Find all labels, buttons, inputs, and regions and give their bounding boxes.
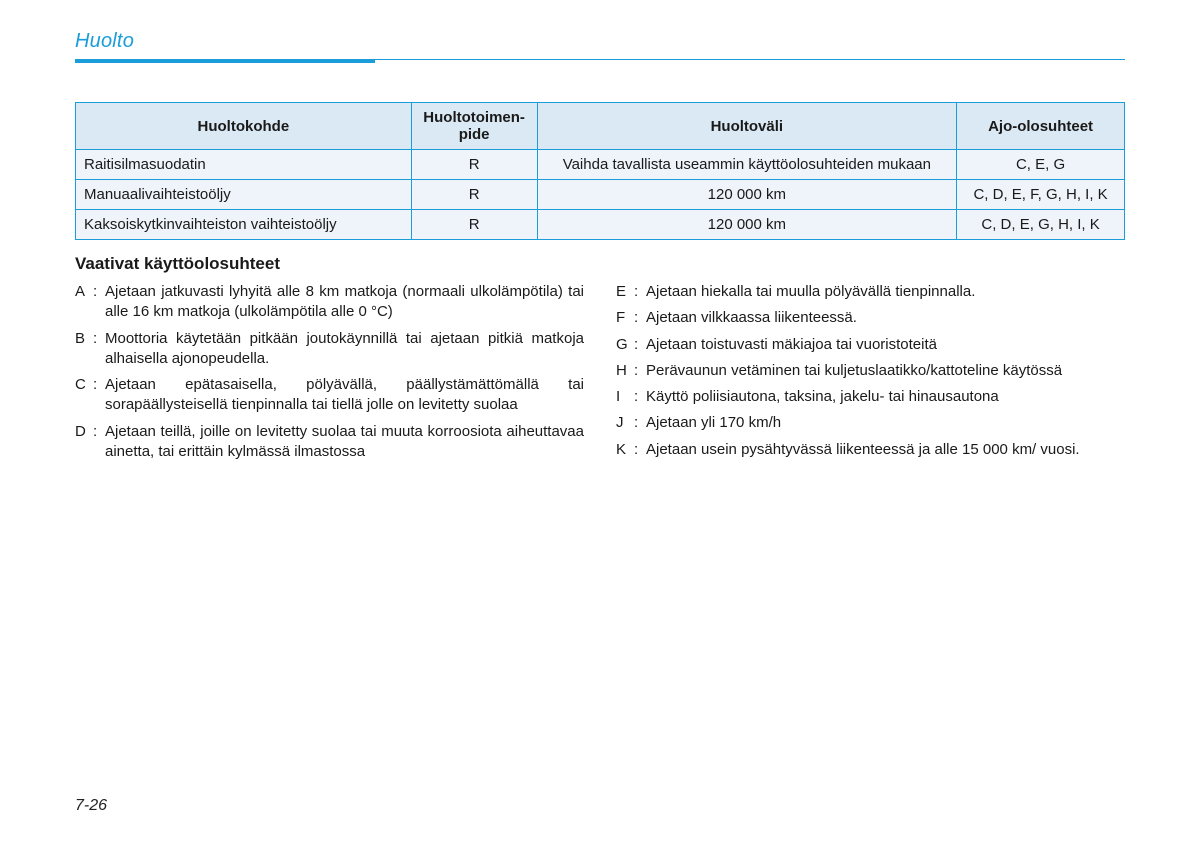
condition-item: A : Ajetaan jatkuvasti lyhyitä alle 8 km… xyxy=(75,282,584,323)
condition-colon: : xyxy=(634,308,646,328)
cell-conditions: C, E, G xyxy=(957,150,1125,180)
condition-item: H : Perävaunun vetäminen tai kuljetuslaa… xyxy=(616,361,1125,381)
condition-label: D xyxy=(75,422,93,463)
condition-label: I xyxy=(616,387,634,407)
condition-colon: : xyxy=(634,440,646,460)
condition-label: A xyxy=(75,282,93,323)
condition-text: Ajetaan epätasaisella, pölyävällä, pääll… xyxy=(105,375,584,416)
condition-colon: : xyxy=(634,335,646,355)
condition-label: C xyxy=(75,375,93,416)
cell-conditions: C, D, E, F, G, H, I, K xyxy=(957,180,1125,210)
col-header-conditions: Ajo-olosuhteet xyxy=(957,103,1125,150)
header-rule xyxy=(75,59,1125,60)
condition-label: F xyxy=(616,308,634,328)
cell-action: R xyxy=(411,210,537,240)
conditions-columns: A : Ajetaan jatkuvasti lyhyitä alle 8 km… xyxy=(75,282,1125,468)
condition-label: B xyxy=(75,329,93,370)
condition-text: Moottoria käytetään pitkään joutokäynnil… xyxy=(105,329,584,370)
cell-item: Manuaalivaihteistoöljy xyxy=(76,180,412,210)
condition-text: Käyttö poliisiautona, taksina, jakelu- t… xyxy=(646,387,1125,407)
condition-colon: : xyxy=(93,375,105,416)
condition-colon: : xyxy=(634,413,646,433)
cell-conditions: C, D, E, G, H, I, K xyxy=(957,210,1125,240)
maintenance-table: Huoltokohde Huoltotoimen-pide Huoltoväli… xyxy=(75,102,1125,240)
cell-action: R xyxy=(411,150,537,180)
condition-label: H xyxy=(616,361,634,381)
condition-label: E xyxy=(616,282,634,302)
page-number: 7-26 xyxy=(75,797,107,815)
condition-text: Perävaunun vetäminen tai kuljetuslaatikk… xyxy=(646,361,1125,381)
condition-item: K : Ajetaan usein pysähtyvässä liikentee… xyxy=(616,440,1125,460)
cell-interval: Vaihda tavallista useammin käyttöolosuht… xyxy=(537,150,957,180)
condition-text: Ajetaan usein pysähtyvässä liikenteessä … xyxy=(646,440,1125,460)
condition-item: G : Ajetaan toistuvasti mäkiajoa tai vuo… xyxy=(616,335,1125,355)
condition-item: E : Ajetaan hiekalla tai muulla pölyäväl… xyxy=(616,282,1125,302)
table-header-row: Huoltokohde Huoltotoimen-pide Huoltoväli… xyxy=(76,103,1125,150)
col-header-interval: Huoltoväli xyxy=(537,103,957,150)
condition-label: G xyxy=(616,335,634,355)
condition-colon: : xyxy=(634,282,646,302)
conditions-col-right: E : Ajetaan hiekalla tai muulla pölyäväl… xyxy=(616,282,1125,468)
condition-label: J xyxy=(616,413,634,433)
cell-item: Raitisilmasuodatin xyxy=(76,150,412,180)
table-row: Kaksoiskytkinvaihteiston vaihteistoöljy … xyxy=(76,210,1125,240)
condition-item: B : Moottoria käytetään pitkään joutokäy… xyxy=(75,329,584,370)
condition-text: Ajetaan yli 170 km/h xyxy=(646,413,1125,433)
condition-item: I : Käyttö poliisiautona, taksina, jakel… xyxy=(616,387,1125,407)
condition-item: D : Ajetaan teillä, joille on levitetty … xyxy=(75,422,584,463)
col-header-item: Huoltokohde xyxy=(76,103,412,150)
cell-interval: 120 000 km xyxy=(537,180,957,210)
conditions-heading: Vaativat käyttöolosuhteet xyxy=(75,254,1125,274)
condition-item: C : Ajetaan epätasaisella, pölyävällä, p… xyxy=(75,375,584,416)
condition-colon: : xyxy=(634,387,646,407)
condition-text: Ajetaan jatkuvasti lyhyitä alle 8 km mat… xyxy=(105,282,584,323)
condition-colon: : xyxy=(634,361,646,381)
condition-text: Ajetaan vilkkaassa liikenteessä. xyxy=(646,308,1125,328)
condition-text: Ajetaan teillä, joille on levitetty suol… xyxy=(105,422,584,463)
cell-action: R xyxy=(411,180,537,210)
condition-colon: : xyxy=(93,282,105,323)
condition-text: Ajetaan toistuvasti mäkiajoa tai vuorist… xyxy=(646,335,1125,355)
col-header-action: Huoltotoimen-pide xyxy=(411,103,537,150)
header-rule-accent xyxy=(75,59,375,63)
condition-text: Ajetaan hiekalla tai muulla pölyävällä t… xyxy=(646,282,1125,302)
condition-item: J : Ajetaan yli 170 km/h xyxy=(616,413,1125,433)
condition-colon: : xyxy=(93,422,105,463)
table-row: Manuaalivaihteistoöljy R 120 000 km C, D… xyxy=(76,180,1125,210)
page-title: Huolto xyxy=(75,30,1125,53)
table-row: Raitisilmasuodatin R Vaihda tavallista u… xyxy=(76,150,1125,180)
condition-label: K xyxy=(616,440,634,460)
cell-item: Kaksoiskytkinvaihteiston vaihteistoöljy xyxy=(76,210,412,240)
condition-item: F : Ajetaan vilkkaassa liikenteessä. xyxy=(616,308,1125,328)
document-page: Huolto Huoltokohde Huoltotoimen-pide Huo… xyxy=(0,0,1200,488)
cell-interval: 120 000 km xyxy=(537,210,957,240)
conditions-col-left: A : Ajetaan jatkuvasti lyhyitä alle 8 km… xyxy=(75,282,584,468)
condition-colon: : xyxy=(93,329,105,370)
